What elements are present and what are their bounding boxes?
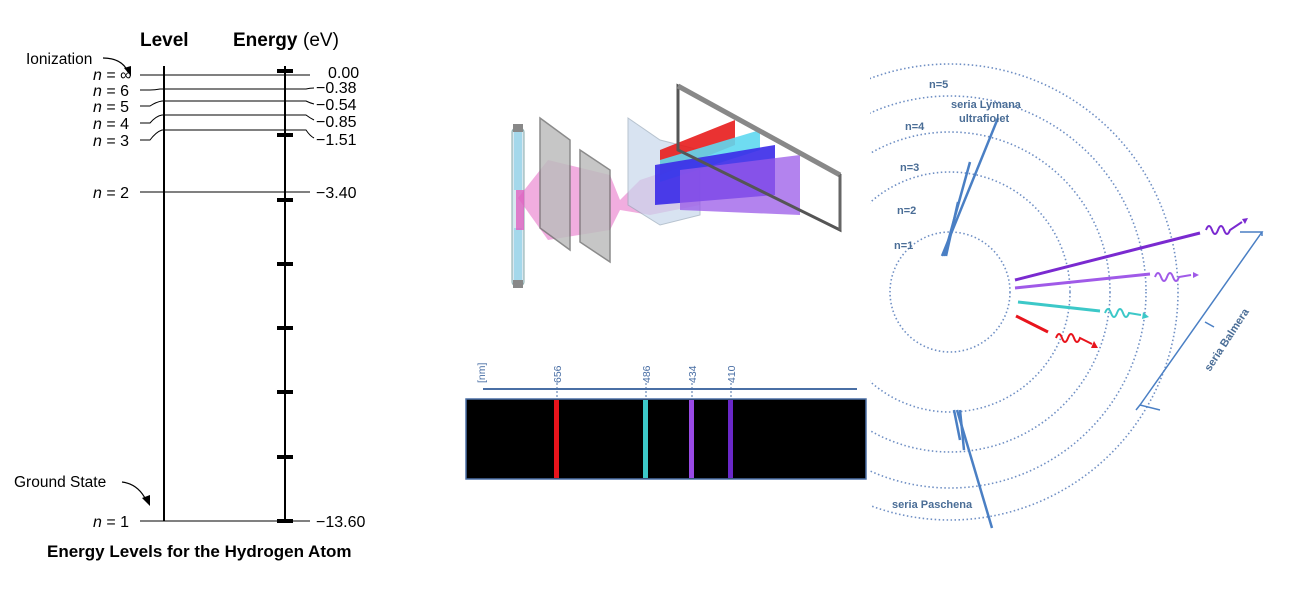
- spectrum-unit-label: [nm]: [476, 362, 488, 383]
- n-label: n = 6: [93, 83, 129, 100]
- orbit-label: n=4: [905, 121, 925, 133]
- n-label: n = 4: [93, 116, 129, 133]
- ground-state-arrow: [121, 481, 147, 501]
- n-labels: n = ∞ n = 6 n = 5 n = 4 n = 3 n = 2 n = …: [93, 67, 132, 531]
- n-label: n = 1: [93, 514, 129, 531]
- orbit-n3: [870, 131, 1111, 453]
- balmer-transitions: [1014, 231, 1201, 334]
- energy-value: −0.54: [316, 97, 357, 114]
- balmer-bracket: [1138, 231, 1264, 411]
- level-header: Level: [140, 30, 189, 51]
- diagram-caption: Energy Levels for the Hydrogen Atom: [47, 542, 351, 561]
- spectral-line-410: [728, 400, 733, 478]
- level-lines: [140, 74, 315, 522]
- energy-header: Energy: [233, 30, 298, 51]
- spectroscope-illustration: [511, 83, 842, 288]
- energy-value: −1.51: [316, 132, 357, 149]
- slit-plate: [579, 148, 611, 264]
- slit-plate: [539, 116, 571, 252]
- paschen-label: seria Paschena: [892, 499, 973, 511]
- spectrum-bar: [nm] 656 486 434 410: [465, 362, 867, 480]
- photon-red: [1055, 333, 1093, 345]
- energy-value: −0.38: [316, 80, 357, 97]
- ultraviolet-label: ultrafiolet: [959, 113, 1009, 125]
- energy-unit: (eV): [303, 30, 339, 51]
- orbit-rings: [870, 63, 1179, 521]
- dispersed-violet: [680, 155, 800, 215]
- spectral-line-656: [554, 400, 559, 478]
- spectral-line-486: [643, 400, 648, 478]
- photon-waves: [1055, 218, 1248, 348]
- orbit-label: n=3: [900, 162, 919, 174]
- energy-value: 0.00: [328, 65, 359, 82]
- orbit-label: n=2: [897, 205, 916, 217]
- wavelength-label: 656: [552, 365, 564, 383]
- lyman-label: seria Lymana: [951, 99, 1022, 111]
- orbit-n1: [889, 231, 1011, 353]
- ionization-arrowhead: [124, 66, 131, 76]
- energy-value: −13.60: [316, 514, 365, 531]
- paschen-series-lines: [952, 409, 994, 529]
- orbit-n2: [870, 171, 1071, 413]
- n-label: n = ∞: [93, 67, 132, 84]
- energy-values: 0.00 −0.38 −0.54 −0.85 −1.51 −3.40 −13.6…: [316, 65, 365, 531]
- photon-cyan: [1104, 308, 1142, 318]
- ground-state-label: Ground State: [14, 474, 106, 491]
- energy-level-diagram: Level Energy (eV) Ionization: [14, 30, 365, 561]
- lyman-series-lines: [940, 117, 1000, 257]
- ground-state-arrowhead: [142, 495, 150, 506]
- n-label: n = 2: [93, 185, 129, 202]
- wavelength-label: 486: [641, 365, 653, 383]
- energy-value: −3.40: [316, 185, 357, 202]
- wavelength-label: 410: [726, 365, 738, 383]
- n-label: n = 3: [93, 133, 129, 150]
- ionization-label: Ionization: [26, 51, 92, 68]
- photon-purple: [1154, 272, 1192, 282]
- orbit-label: n=1: [894, 240, 913, 252]
- orbit-n4: [870, 95, 1147, 489]
- balmer-label: seria Balmera: [1202, 306, 1252, 374]
- spectrum-background: [465, 398, 867, 480]
- wavelength-label: 434: [687, 365, 699, 383]
- orbit-label: n=5: [929, 79, 948, 91]
- photon-violet: [1205, 221, 1243, 235]
- spectral-line-434: [689, 400, 694, 478]
- n-label: n = 5: [93, 99, 129, 116]
- energy-value: −0.85: [316, 114, 357, 131]
- orbit-n5: [870, 63, 1179, 521]
- wavelength-ticks: [556, 383, 732, 399]
